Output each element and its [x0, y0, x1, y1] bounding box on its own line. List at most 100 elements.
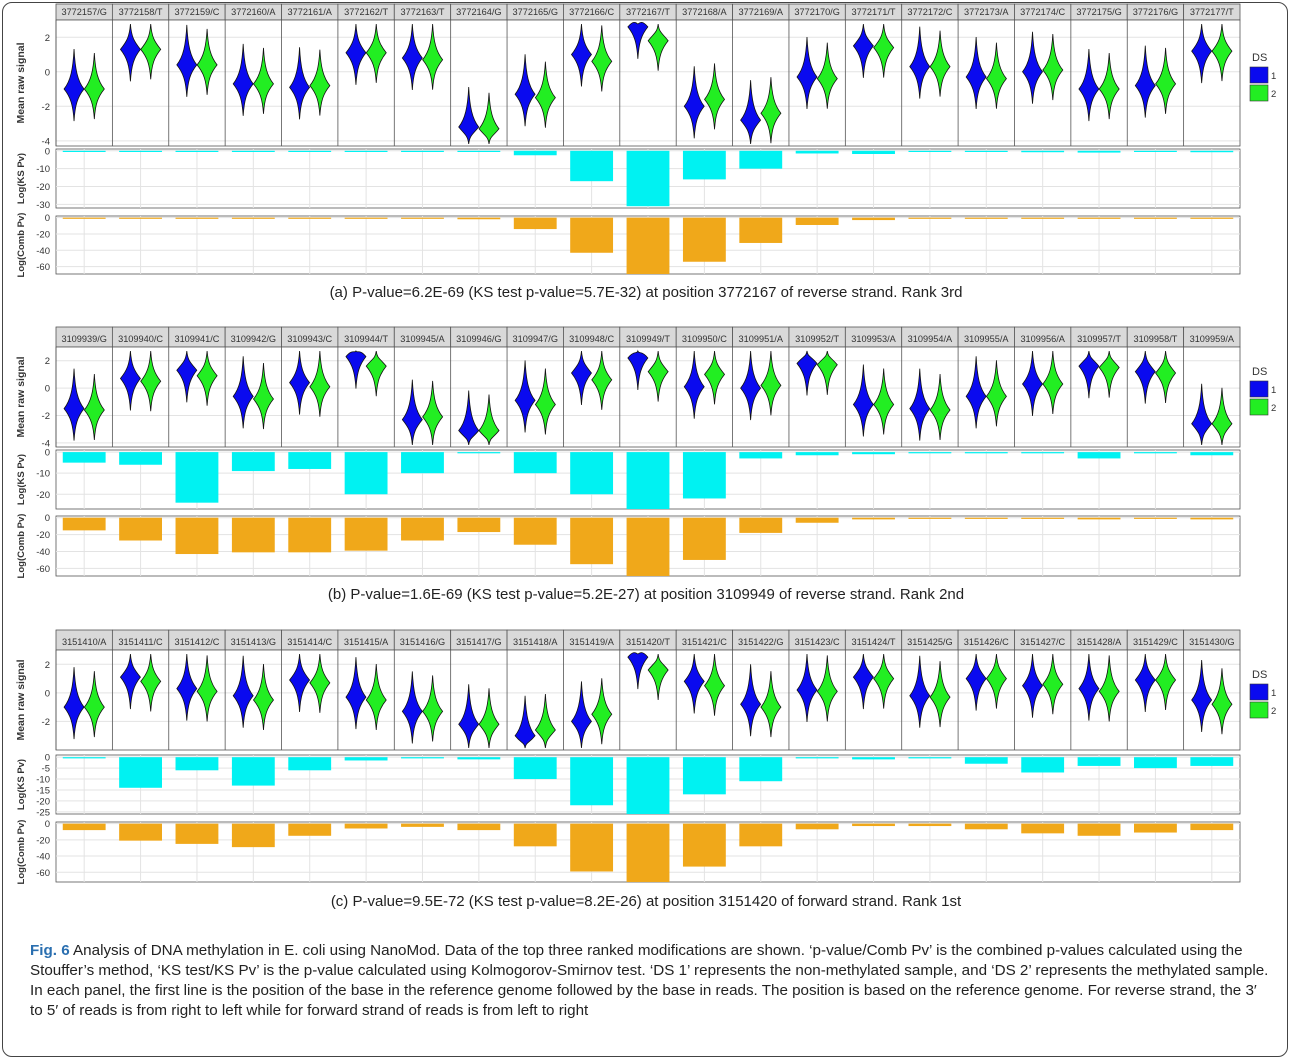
violin-ds1 — [909, 655, 931, 728]
violin-ds1 — [740, 80, 762, 145]
ks-bar — [513, 757, 557, 780]
ks-bar — [457, 757, 501, 760]
position-label: 3109954/A — [908, 334, 953, 344]
position-label: 3151417/G — [456, 637, 501, 647]
ks-y-tick: -10 — [36, 164, 50, 175]
panel-caption: (a) P-value=6.2E-69 (KS test p-value=5.7… — [330, 284, 963, 301]
violin-ds1 — [683, 653, 705, 714]
comb-bar — [288, 217, 332, 219]
violin-ds2 — [929, 373, 951, 441]
violin-ds1 — [1134, 45, 1156, 118]
ks-bar — [1190, 757, 1234, 766]
position-label: 3772161/A — [287, 7, 332, 17]
violin-ds1 — [345, 23, 367, 85]
violin-y-tick: 2 — [45, 33, 50, 44]
legend-title: DS — [1252, 366, 1267, 378]
position-label: 3151420/T — [626, 637, 670, 647]
violin-ds2 — [309, 350, 331, 417]
violin-ds1 — [1078, 49, 1100, 122]
violin-ds1 — [176, 350, 198, 403]
ks-bar — [852, 150, 895, 155]
ks-bar — [175, 452, 219, 503]
violin-ds2 — [873, 23, 895, 78]
ks-bar — [626, 757, 670, 814]
violin-ds2 — [422, 380, 444, 446]
violin-ds2 — [365, 23, 387, 83]
violin-ds2 — [1155, 47, 1177, 114]
position-label: 3151427/C — [1020, 637, 1065, 647]
comb-bar — [626, 517, 670, 576]
ks-bar — [288, 757, 332, 771]
ks-bar — [457, 150, 501, 152]
violin-ds1 — [514, 360, 536, 433]
violin-ds2 — [1098, 53, 1120, 120]
legend-title: DS — [1252, 52, 1267, 64]
violin-ds2 — [985, 42, 1007, 109]
violin-ds2 — [252, 47, 274, 114]
ks-bar — [570, 452, 614, 495]
ks-bar — [795, 150, 839, 154]
violin-ds1 — [458, 86, 480, 145]
position-label: 3109950/C — [682, 334, 727, 344]
legend-label-ds2: 2 — [1271, 706, 1276, 717]
violin-ds2 — [422, 675, 444, 742]
legend-swatch-ds1 — [1249, 66, 1269, 84]
position-label: 3151413/G — [231, 637, 276, 647]
position-label: 3151423/C — [795, 637, 840, 647]
violin-plot-area — [56, 650, 1240, 750]
violin-ds2 — [816, 42, 838, 109]
position-label: 3772170/G — [794, 7, 839, 17]
ks-bar — [852, 757, 895, 760]
violin-ds2 — [534, 61, 556, 128]
comb-bar — [964, 517, 1008, 519]
violin-ds2 — [1211, 387, 1233, 446]
ks-bar — [513, 452, 557, 474]
comb-bar — [739, 517, 783, 533]
violin-ds1 — [683, 66, 705, 139]
violin-ds1 — [1191, 23, 1213, 84]
violin-ds1 — [965, 653, 987, 711]
violin-ds2 — [1155, 653, 1177, 711]
ks-bar — [682, 150, 726, 180]
violin-ds1 — [63, 49, 85, 122]
violin-ds1 — [119, 653, 141, 710]
position-label: 3109951/A — [739, 334, 784, 344]
violin-ds1 — [1022, 350, 1044, 417]
position-label: 3151421/C — [682, 637, 727, 647]
ks-bar — [570, 757, 614, 806]
violin-ds1 — [289, 47, 311, 120]
comb-bar — [513, 517, 557, 545]
position-label: 3109939/G — [61, 334, 106, 344]
ks-y-tick: 0 — [45, 753, 50, 764]
violin-ds2 — [591, 350, 613, 410]
violin-ds2 — [309, 49, 331, 116]
violin-ds2 — [478, 688, 500, 749]
violin-ds1 — [965, 36, 987, 109]
ks-bar — [908, 757, 952, 759]
figure-label: Fig. 6 — [30, 942, 70, 959]
violin-ds2 — [83, 53, 105, 120]
comb-bar — [231, 217, 275, 219]
comb-y-label: Log(Comb Pv) — [16, 213, 27, 278]
comb-bar — [626, 823, 670, 882]
comb-bar — [908, 823, 952, 827]
position-label: 3109945/A — [400, 334, 445, 344]
position-label: 3772177/T — [1190, 7, 1234, 17]
violin-ds1 — [232, 43, 254, 116]
position-label: 3151412/C — [174, 637, 219, 647]
position-label: 3151415/A — [344, 637, 389, 647]
violin-y-tick: 2 — [45, 660, 50, 671]
comb-y-tick: 0 — [45, 513, 50, 524]
position-label: 3151430/G — [1189, 637, 1234, 647]
violin-y-tick: -2 — [42, 102, 50, 113]
violin-ds2 — [478, 92, 500, 145]
position-label: 3772175/G — [1076, 7, 1121, 17]
violin-ds2 — [647, 23, 669, 71]
ks-bar — [513, 150, 557, 156]
ks-bar — [739, 757, 783, 782]
violin-ds2 — [929, 661, 951, 728]
violin-y-tick: -2 — [42, 717, 50, 728]
ks-bar — [344, 452, 388, 495]
comb-bar — [1190, 217, 1234, 219]
comb-bar — [513, 217, 557, 230]
